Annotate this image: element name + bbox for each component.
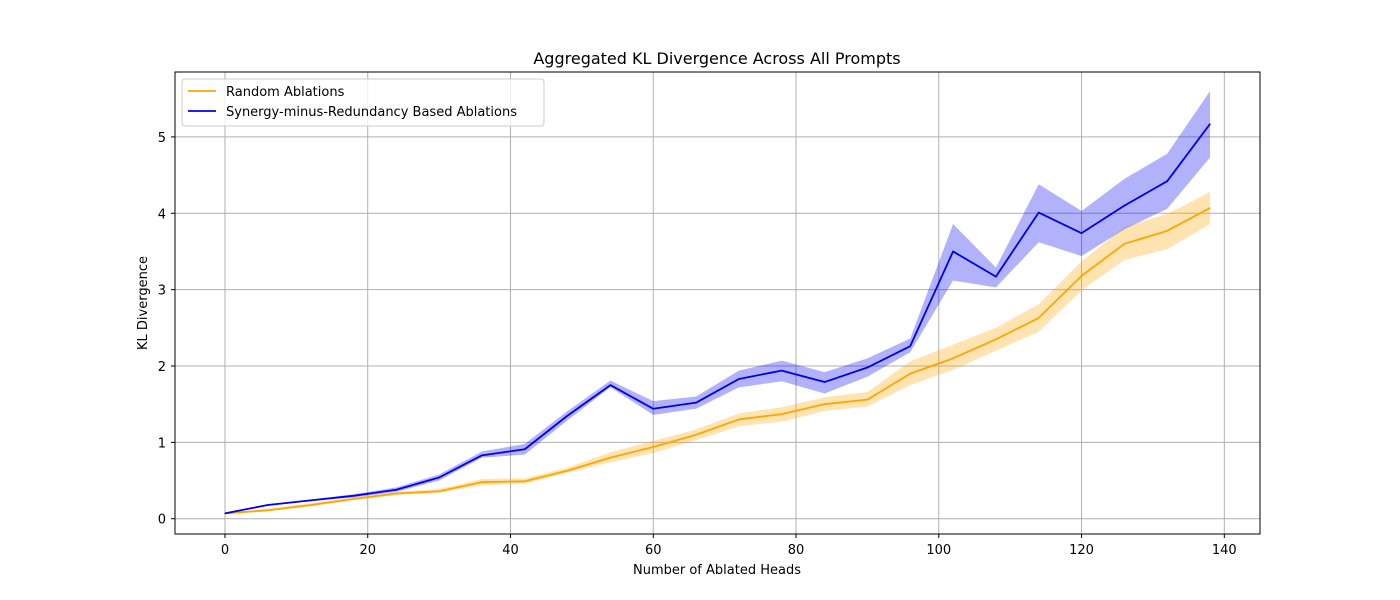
point-synergy bbox=[652, 408, 654, 410]
point-random bbox=[481, 481, 483, 483]
point-synergy bbox=[695, 402, 697, 404]
x-tick-label: 20 bbox=[359, 543, 376, 558]
legend-label-synergy: Synergy-minus-Redundancy Based Ablations bbox=[226, 105, 517, 120]
point-random bbox=[352, 498, 355, 500]
point-synergy bbox=[866, 366, 869, 369]
point-synergy bbox=[481, 454, 483, 456]
point-synergy bbox=[952, 250, 954, 253]
y-axis-ticks: 0 1 2 3 4 5 bbox=[158, 131, 175, 528]
point-synergy bbox=[310, 499, 312, 501]
point-synergy bbox=[781, 369, 783, 372]
point-random bbox=[310, 504, 312, 506]
point-synergy bbox=[738, 378, 740, 380]
point-random bbox=[1209, 207, 1211, 209]
point-synergy bbox=[567, 415, 569, 417]
y-tick-label: 4 bbox=[158, 207, 166, 222]
point-synergy bbox=[909, 345, 911, 347]
y-tick-label: 2 bbox=[158, 360, 166, 375]
x-tick-label: 120 bbox=[1069, 543, 1094, 558]
point-random bbox=[567, 470, 569, 472]
point-random bbox=[738, 418, 740, 421]
point-random bbox=[1123, 243, 1125, 245]
legend-label-random: Random Ablations bbox=[226, 85, 345, 100]
point-random bbox=[909, 373, 911, 375]
point-synergy bbox=[609, 384, 612, 386]
x-tick-label: 40 bbox=[502, 543, 519, 558]
point-random bbox=[267, 509, 269, 511]
point-synergy bbox=[995, 276, 997, 278]
x-tick-label: 0 bbox=[221, 543, 229, 558]
point-random bbox=[438, 490, 440, 492]
point-synergy bbox=[823, 381, 826, 383]
point-random bbox=[823, 403, 826, 405]
series-lines bbox=[224, 123, 1211, 515]
point-synergy bbox=[1209, 123, 1211, 125]
y-tick-label: 5 bbox=[158, 131, 166, 146]
point-random bbox=[952, 357, 954, 359]
point-random bbox=[524, 480, 526, 482]
plot-frame bbox=[174, 71, 1261, 535]
x-tick-label: 80 bbox=[788, 543, 805, 558]
y-tick-label: 1 bbox=[158, 436, 166, 451]
x-tick-label: 140 bbox=[1212, 543, 1237, 558]
x-axis-label: Number of Ablated Heads bbox=[633, 563, 801, 578]
point-random bbox=[652, 446, 654, 448]
point-synergy bbox=[1038, 211, 1040, 214]
chart-title: Aggregated KL Divergence Across All Prom… bbox=[533, 49, 900, 68]
point-synergy bbox=[267, 504, 269, 506]
y-axis-label: KL Divergence bbox=[136, 256, 151, 350]
point-random bbox=[695, 434, 697, 436]
x-tick-label: 60 bbox=[645, 543, 662, 558]
point-random bbox=[1166, 230, 1168, 232]
point-synergy bbox=[1080, 232, 1083, 234]
y-tick-label: 0 bbox=[158, 513, 166, 528]
point-random bbox=[609, 457, 612, 459]
point-random bbox=[395, 492, 397, 495]
line-random bbox=[224, 207, 1211, 515]
y-tick-label: 3 bbox=[158, 284, 166, 299]
point-random bbox=[1038, 317, 1040, 319]
point-synergy bbox=[352, 495, 355, 497]
point-random bbox=[781, 413, 783, 415]
point-synergy bbox=[1123, 205, 1125, 207]
point-synergy bbox=[524, 448, 526, 450]
point-random bbox=[995, 338, 997, 340]
grid bbox=[175, 72, 1260, 534]
legend: Random Ablations Synergy-minus-Redundanc… bbox=[181, 78, 545, 127]
legend-box bbox=[181, 78, 545, 127]
point-synergy bbox=[438, 476, 440, 479]
point-random bbox=[1080, 275, 1083, 277]
point-synergy bbox=[224, 512, 226, 514]
line-synergy bbox=[224, 123, 1211, 515]
point-synergy bbox=[395, 489, 397, 491]
point-random bbox=[866, 399, 869, 401]
point-synergy bbox=[1166, 180, 1168, 182]
x-tick-label: 100 bbox=[926, 543, 951, 558]
x-axis-ticks: 0 20 40 60 80 100 120 140 bbox=[221, 534, 1237, 558]
